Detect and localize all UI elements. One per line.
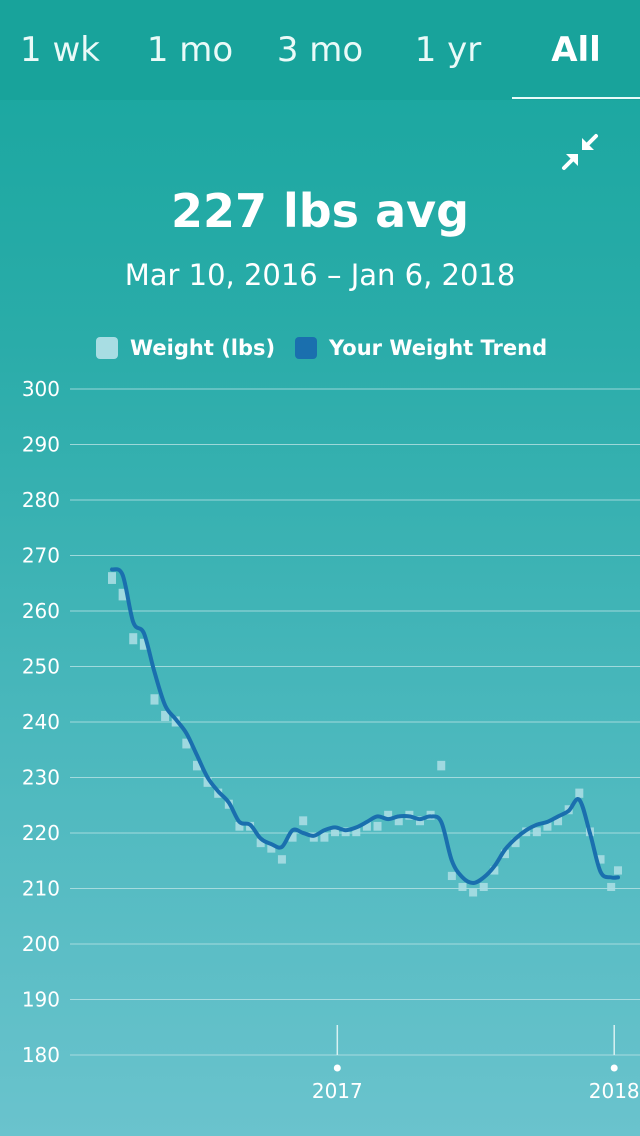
y-tick-label: 300	[22, 377, 60, 401]
weight-bar	[447, 871, 456, 881]
weight-bar	[288, 833, 297, 842]
legend-trend[interactable]: Your Weight Trend	[295, 336, 547, 360]
weight-bar	[575, 788, 584, 798]
date-range: Mar 10, 2016 – Jan 6, 2018	[124, 258, 516, 292]
x-tick-label: 2017	[312, 1079, 363, 1103]
weight-bar	[437, 760, 446, 771]
y-tick-label: 250	[22, 655, 60, 679]
weight-bar	[479, 882, 488, 892]
legend-trend-label: Your Weight Trend	[329, 336, 548, 360]
legend-trend-swatch	[295, 337, 317, 359]
weight-bar	[129, 633, 138, 645]
weight-bar	[256, 838, 265, 848]
active-tab-indicator	[512, 97, 640, 99]
legend-weight-label: Weight (lbs)	[130, 336, 276, 360]
y-tick-label: 180	[22, 1043, 60, 1067]
y-tick-label: 210	[22, 877, 60, 901]
weight-bar	[203, 777, 212, 787]
weight-bar	[108, 572, 116, 584]
weight-bar	[384, 810, 393, 820]
weight-bar	[554, 816, 563, 826]
weight-bar	[118, 588, 127, 601]
weight-bar	[299, 816, 308, 826]
legend-weight[interactable]: Weight (lbs)	[96, 336, 275, 360]
y-tick-label: 240	[22, 710, 60, 734]
y-tick-label: 290	[22, 433, 60, 457]
period-tabs: 1 wk 1 mo 3 mo 1 yr All	[0, 0, 640, 100]
weight-chart: 300 290 280 270 260 250 240 230 220 210 200 190 180 2…	[22, 377, 640, 1103]
weight-bar	[614, 866, 622, 875]
trend-line	[110, 567, 620, 885]
weight-bar	[277, 855, 286, 864]
tab-1-year[interactable]: 1 yr	[414, 30, 482, 70]
tab-1-month[interactable]: 1 mo	[146, 30, 234, 70]
x-tick-dot	[333, 1064, 341, 1072]
weight-bar	[267, 844, 276, 853]
weight-bar	[320, 833, 329, 842]
collapse-arrows-icon[interactable]	[558, 130, 602, 174]
weight-bar	[352, 827, 361, 837]
weight-bar	[469, 888, 478, 897]
weight-bar	[362, 821, 371, 831]
tab-3-months[interactable]: 3 mo	[276, 30, 364, 70]
average-weight: 227 lbs avg	[170, 184, 470, 238]
weight-bar	[161, 710, 170, 722]
weight-bar	[182, 738, 191, 749]
x-tick-dot	[610, 1064, 618, 1072]
weight-bar	[458, 882, 467, 892]
weight-bar	[192, 760, 201, 771]
y-tick-label: 280	[22, 488, 60, 512]
weight-bar	[490, 866, 499, 875]
legend-weight-swatch	[96, 337, 118, 359]
tab-all[interactable]: All	[551, 30, 601, 70]
tab-1-week[interactable]: 1 wk	[20, 30, 100, 70]
weight-bar	[394, 816, 403, 826]
y-tick-label: 230	[22, 766, 60, 790]
weight-bar	[139, 638, 148, 650]
weight-bar	[150, 694, 159, 705]
y-tick-label: 190	[22, 988, 60, 1012]
y-tick-label: 260	[22, 599, 60, 623]
weight-bar	[596, 855, 605, 864]
y-tick-label: 220	[22, 821, 60, 845]
chart-legend: Weight (lbs) Your Weight Trend	[0, 336, 640, 366]
weight-bar	[511, 838, 520, 848]
weight-bar	[532, 827, 541, 837]
weight-bar	[331, 827, 340, 837]
weight-bar	[500, 849, 509, 859]
weight-bar	[607, 882, 616, 892]
y-tick-label: 200	[22, 932, 60, 956]
weight-bar	[373, 821, 382, 831]
y-tick-label: 270	[22, 544, 60, 568]
weight-bar	[235, 821, 244, 831]
x-tick-label: 2018	[589, 1079, 640, 1103]
weight-bar	[543, 821, 552, 831]
